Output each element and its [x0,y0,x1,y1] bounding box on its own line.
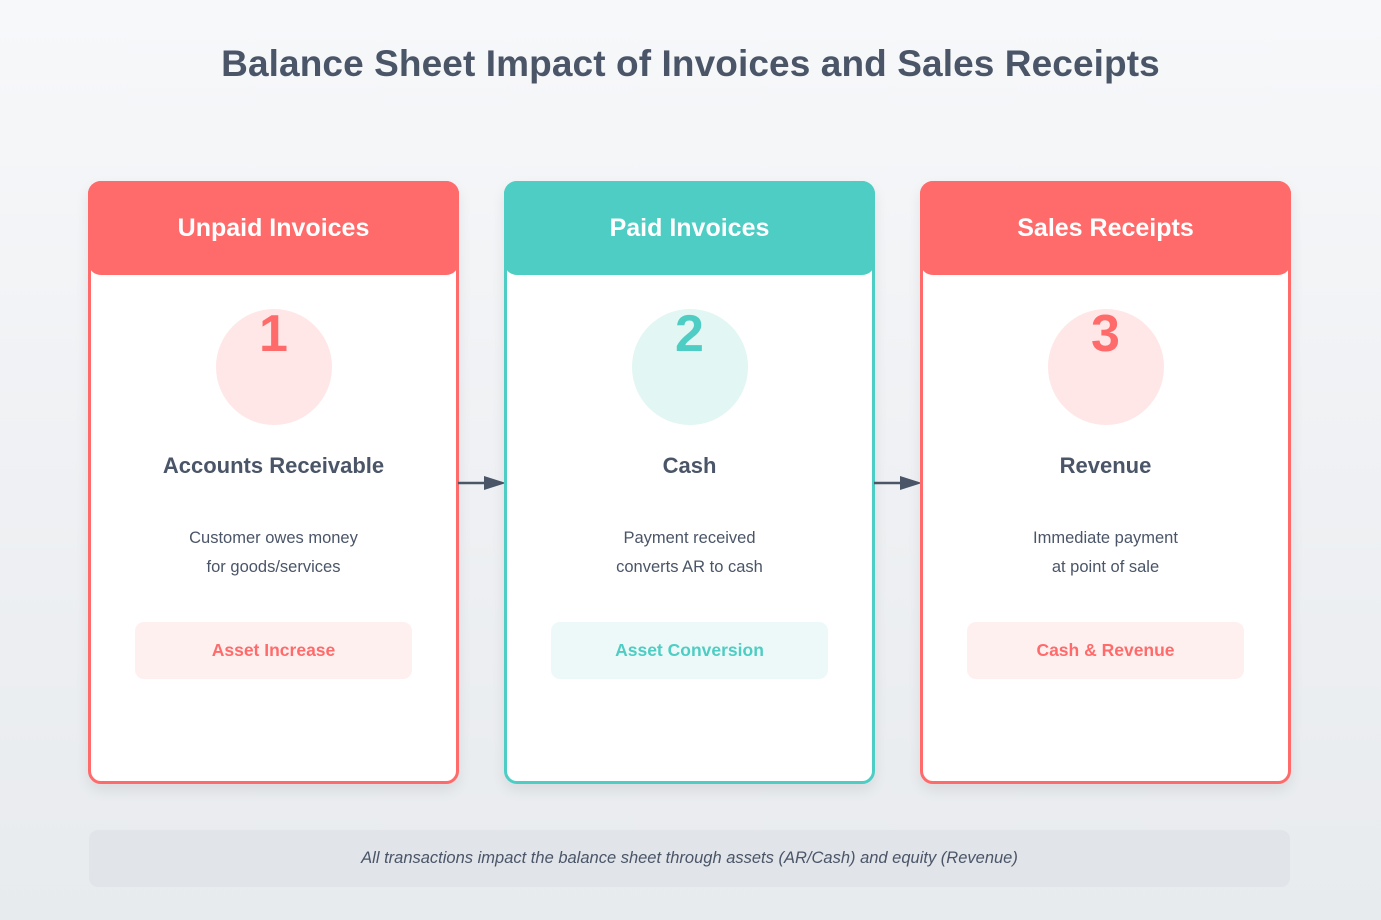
step-circle [631,309,748,425]
arrow-right-icon [874,476,922,490]
card-description: Customer owes money for goods/services [91,524,456,582]
card-subtitle: Cash [662,453,717,478]
step-number: 1 [259,305,288,363]
card-paid-invoices: Paid Invoices 2 Cash Payment received co… [504,181,875,784]
card-sales-receipts: Sales Receipts 3 Revenue Immediate payme… [920,181,1291,784]
impact-badge: Cash & Revenue [967,622,1244,679]
step-number: 3 [1091,305,1120,363]
card-title: Paid Invoices [609,214,770,242]
card-description: Immediate payment at point of sale [923,524,1288,582]
card-unpaid-invoices: Unpaid Invoices 1 Accounts Receivable Cu… [88,181,459,784]
description-line: converts AR to cash [616,558,763,576]
arrow-right-icon [458,476,506,490]
page-title: Balance Sheet Impact of Invoices and Sal… [221,43,1160,84]
step-circle [1047,309,1164,425]
card-header: Unpaid Invoices [88,181,459,275]
card-description: Payment received converts AR to cash [507,524,872,582]
description-line: at point of sale [1051,558,1160,576]
card-title: Sales Receipts [1017,214,1194,242]
step-circle [215,309,332,425]
card-subtitle: Revenue [1059,453,1152,478]
description-line: for goods/services [206,558,341,576]
description-line: Immediate payment [1033,529,1178,547]
description-line: Payment received [623,529,756,547]
card-subtitle: Accounts Receivable [162,453,385,478]
impact-badge: Asset Increase [135,622,412,679]
impact-badge: Asset Conversion [551,622,828,679]
card-header: Paid Invoices [504,181,875,275]
card-title: Unpaid Invoices [177,214,370,242]
step-number: 2 [675,305,704,363]
description-line: Customer owes money [189,529,358,547]
card-header: Sales Receipts [920,181,1291,275]
footer-note: All transactions impact the balance shee… [89,830,1290,887]
